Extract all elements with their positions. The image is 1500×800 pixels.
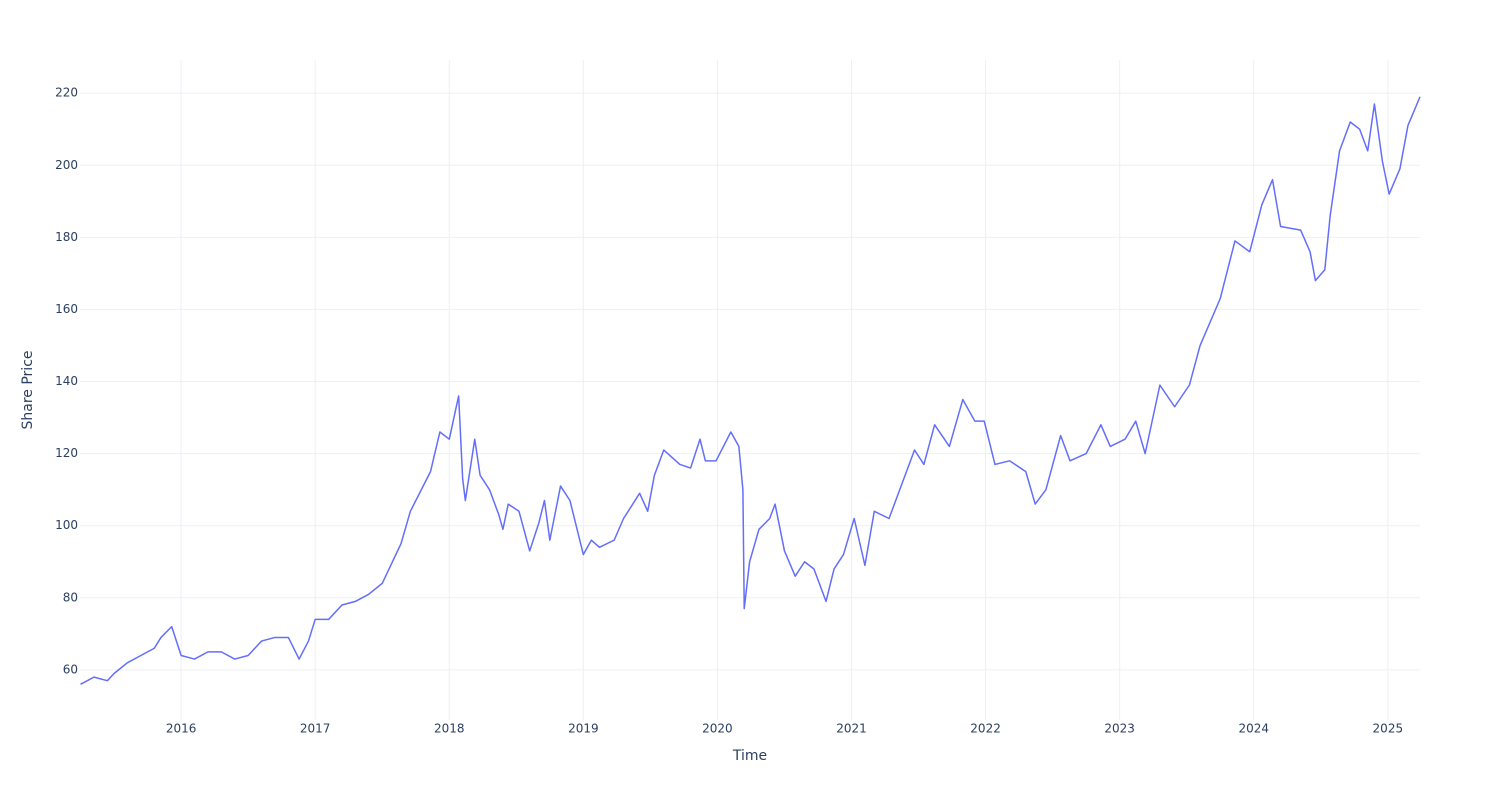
price-line	[80, 96, 1421, 685]
x-axis-title: Time	[732, 748, 767, 764]
x-tick-label: 2018	[434, 722, 465, 736]
x-tick-label: 2021	[836, 722, 867, 736]
x-tick-label: 2019	[568, 722, 599, 736]
y-tick-label: 160	[55, 302, 78, 316]
x-tick-label: 2022	[970, 722, 1001, 736]
y-tick-label: 220	[55, 86, 78, 100]
x-tick-label: 2025	[1373, 722, 1404, 736]
x-tick-label: 2023	[1104, 722, 1135, 736]
x-tick-label: 2017	[300, 722, 331, 736]
x-tick-label: 2024	[1238, 722, 1269, 736]
y-tick-label: 200	[55, 158, 78, 172]
x-tick-label: 2020	[702, 722, 733, 736]
y-tick-label: 140	[55, 374, 78, 388]
y-tick-label: 100	[55, 518, 78, 532]
y-tick-label: 120	[55, 446, 78, 460]
y-tick-label: 80	[63, 590, 78, 604]
x-tick-label: 2016	[166, 722, 197, 736]
y-tick-label: 60	[63, 662, 78, 676]
y-axis-title: Share Price	[20, 350, 36, 429]
y-tick-label: 180	[55, 230, 78, 244]
